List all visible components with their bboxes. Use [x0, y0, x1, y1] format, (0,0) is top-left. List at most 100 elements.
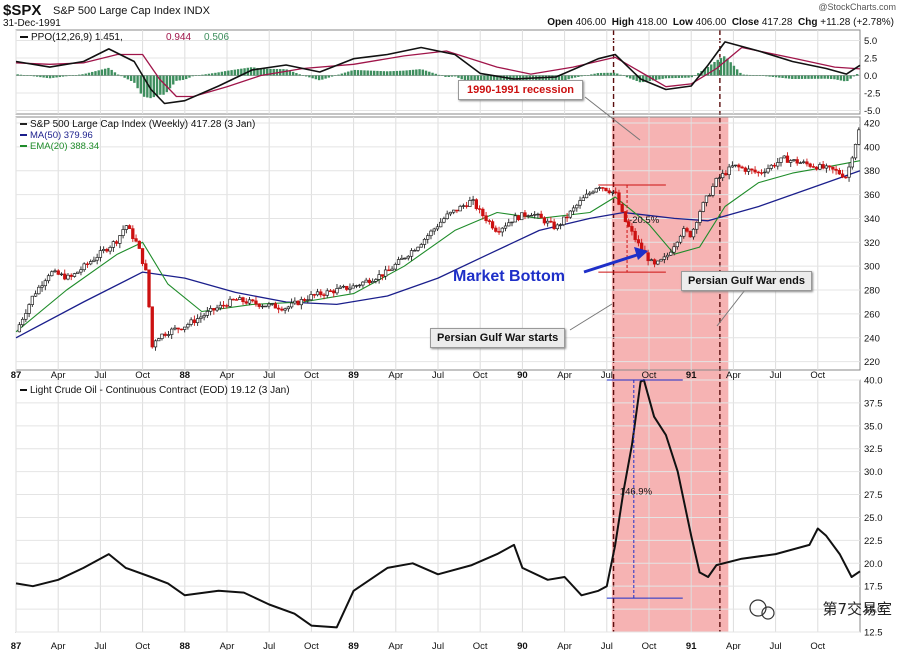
x-tick-label: Oct	[135, 370, 150, 381]
candle-body	[552, 221, 556, 230]
candle-body	[413, 250, 417, 252]
candle-body	[131, 228, 135, 239]
ppo-histogram-bar	[26, 75, 29, 76]
ppo-histogram-bar	[684, 75, 687, 78]
candle-body	[682, 228, 686, 237]
candle-body	[309, 294, 313, 301]
high-value: 418.00	[636, 17, 668, 28]
candle-body	[445, 213, 449, 220]
ppo-histogram-bar	[548, 75, 551, 82]
ppo-histogram-bar	[771, 75, 775, 77]
candle-body	[458, 205, 462, 212]
candle-body	[50, 271, 54, 277]
candle-body	[740, 166, 744, 169]
y-tick-label: 320	[864, 238, 880, 249]
chart-date: 31-Dec-1991	[3, 18, 61, 29]
candle-body	[328, 290, 333, 292]
ppo-histogram-bar	[586, 75, 590, 76]
x-tick-label: Jul	[432, 370, 444, 381]
ppo-line	[15, 41, 861, 105]
close-value: 417.28	[761, 17, 793, 28]
candle-body	[435, 226, 440, 230]
ppo-histogram-bar	[16, 74, 19, 76]
oil-title: Light Crude Oil - Continuous Contract (E…	[30, 385, 290, 396]
ppo-histogram-bar	[739, 72, 742, 76]
y-tick-label: 12.5	[864, 628, 883, 639]
ppo-legend-signal: 0.944	[166, 32, 191, 43]
candle-body	[756, 171, 760, 174]
candle-body	[341, 285, 346, 288]
candle-body	[779, 157, 783, 163]
chg-value: +11.28 (+2.78%)	[820, 17, 894, 28]
ppo-histogram-bar	[450, 75, 454, 77]
candle-body	[228, 298, 232, 307]
ppo-histogram-bar	[645, 75, 648, 82]
candle-body	[721, 173, 725, 179]
ppo-histogram-bar	[693, 75, 697, 76]
candle-body	[471, 199, 475, 201]
ppo-histogram-bar	[784, 75, 787, 79]
y-tick-label: 240	[864, 333, 880, 344]
candle-body	[114, 241, 119, 244]
ppo-histogram-bar	[544, 75, 548, 82]
candle-body	[562, 216, 566, 225]
candle-body	[659, 259, 663, 262]
candle-body	[273, 303, 278, 309]
ppo-histogram-bar	[266, 68, 269, 76]
candle-body	[782, 155, 786, 159]
y-tick-label: 280	[864, 286, 880, 297]
ppo-histogram-bar	[317, 75, 321, 81]
candle-body	[189, 319, 193, 325]
y-tick-label: 340	[864, 214, 880, 225]
y-tick-label: 420	[864, 118, 880, 129]
ppo-histogram-bar	[447, 75, 450, 77]
x-tick-label: Apr	[388, 370, 403, 381]
x-tick-label: Jul	[770, 641, 782, 650]
close-label: Close	[731, 17, 760, 28]
ppo-histogram-bar	[389, 71, 392, 76]
ppo-histogram-bar	[353, 69, 356, 76]
symbol: $SPX	[3, 2, 42, 19]
candle-body	[558, 224, 563, 226]
ppo-histogram-bar	[78, 74, 81, 76]
candle-body	[575, 204, 579, 209]
ppo-histogram-bar	[366, 70, 369, 76]
ppo-histogram-bar	[217, 72, 220, 76]
ppo-histogram-bar	[107, 67, 110, 76]
candle-body	[306, 299, 310, 301]
candle-body	[400, 257, 404, 260]
candle-body	[173, 327, 177, 330]
candle-body	[176, 327, 180, 330]
candle-body	[701, 202, 705, 212]
candle-body	[714, 178, 718, 187]
ppo-histogram-bar	[201, 74, 204, 76]
candle-body	[157, 338, 161, 342]
candle-body	[98, 250, 103, 258]
ppo-histogram-bar	[424, 70, 428, 76]
x-tick-label: Oct	[642, 370, 657, 381]
candle-body	[387, 269, 391, 272]
x-tick-label: 90	[517, 370, 528, 381]
candle-body	[461, 205, 466, 207]
ppo-histogram-bar	[674, 75, 677, 79]
chart-header: $SPX S&P 500 Large Cap Index INDX 31-Dec…	[0, 0, 900, 30]
ppo-histogram-bar	[609, 72, 612, 76]
ppo-histogram-bar	[372, 70, 376, 76]
candle-body	[234, 299, 239, 301]
ppo-histogram-bar	[398, 70, 402, 76]
ppo-histogram-bar	[755, 75, 758, 76]
candle-body	[633, 230, 637, 240]
ppo-histogram-bar	[142, 75, 146, 97]
ppo-histogram-bar	[732, 65, 736, 76]
candle-body	[315, 291, 320, 296]
ppo-histogram-bar	[641, 75, 645, 83]
ppo-histogram-bar	[846, 75, 849, 82]
x-tick-label: 89	[348, 370, 359, 381]
candle-body	[199, 316, 203, 319]
candle-body	[646, 252, 650, 262]
x-tick-label: 91	[686, 641, 697, 650]
candle-body	[66, 274, 70, 280]
candle-body	[708, 195, 712, 197]
candle-body	[403, 257, 407, 260]
ppo-histogram-bar	[758, 75, 762, 76]
